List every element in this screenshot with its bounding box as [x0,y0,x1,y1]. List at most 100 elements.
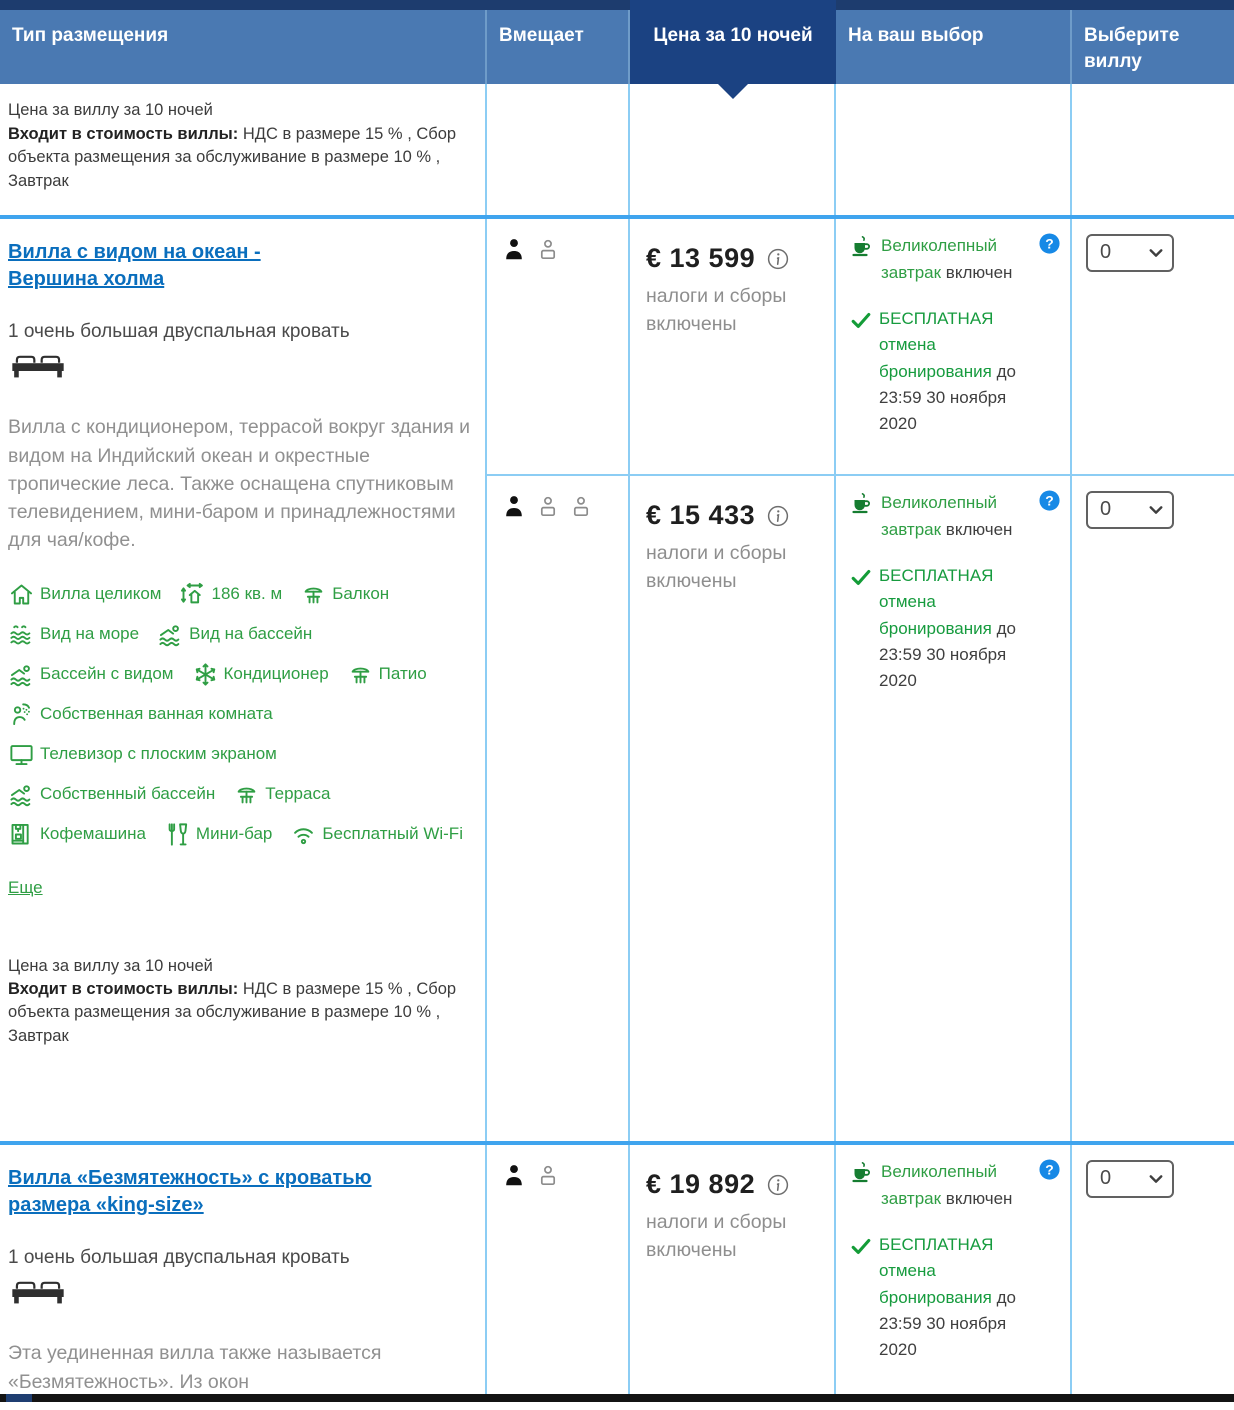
question-icon[interactable]: ? [1038,1158,1061,1181]
price-note-line1: Цена за виллу за 10 ночей [8,101,213,120]
amenity-item: Терраса [233,781,330,808]
pool-view-icon [8,661,35,688]
price-note-included-items: НДС в размере 15 % , Сбор объекта размещ… [8,124,457,190]
amenity-item: Вилла целиком [8,581,161,608]
amenity-label: Собственный бассейн [40,784,216,804]
price-value: € 19 892 [646,1169,756,1200]
question-icon[interactable]: ? [1038,489,1061,512]
amenity-item: Мини-бар [164,821,272,848]
child-icon [569,495,593,519]
tv-icon [8,741,35,768]
adult-icon [501,494,527,520]
header-accommodation-type: Тип размещения [0,10,487,85]
top-strip [0,0,1234,10]
price-note-included-label: Входит в стоимость виллы: [8,124,239,143]
coffee-cup-icon [850,235,874,259]
amenity-label: Бассейн с видом [40,664,174,684]
svg-text:?: ? [1045,1162,1053,1178]
terrace-icon [347,661,374,688]
amenity-item: Вид на море [8,621,139,648]
villa-2-description: Эта уединенная вилла также называется «Б… [8,1342,382,1393]
info-icon[interactable] [766,247,790,271]
amenity-item: Кондиционер [192,661,329,688]
amenity-label: Терраса [265,784,331,804]
amenity-label: Телевизор с плоским экраном [40,744,277,764]
header-your-choices: На ваш выбор [836,10,1072,85]
amenity-label: Патио [378,664,427,684]
info-icon[interactable] [766,504,790,528]
header-select-villa: Выберите виллу [1084,25,1180,72]
amenity-item: Вид на бассейн [157,621,312,648]
villa-1-option-2-choices-cell: ? Великолепный завтрак включен БЕСПЛАТНА… [836,474,1072,1142]
adult-icon [501,1163,527,1189]
villa-1-option-1-price-cell: € 13 599 налоги и сборы включены [630,219,836,475]
amenity-label: Вилла целиком [40,584,162,604]
amenity-label: Вид на море [40,624,140,644]
price-note: Цена за виллу за 10 ночей Входит в стоимо… [0,84,470,203]
svg-text:?: ? [1045,236,1053,252]
info-icon[interactable] [766,1173,790,1197]
header-sleeps: Вмещает [487,10,630,85]
price-note-cell: Цена за виллу за 10 ночей Входит в стоимо… [0,84,487,216]
quantity-select[interactable]: 0 [1086,234,1174,273]
bathroom-icon [8,701,35,728]
price-note-row: Цена за виллу за 10 ночей Входит в стоимо… [0,84,1234,220]
taxes-note: налоги и сборы включены [646,285,787,335]
breakfast-offer: Великолепный завтрак включен [850,1159,1060,1212]
occupancy [501,237,618,263]
amenity-item: Собственная ванная комната [8,701,273,728]
amenity-label: Кондиционер [223,664,329,684]
pool-view-icon [8,781,35,808]
taxes-note: налоги и сборы включены [646,542,787,592]
villa-1-description: Вилла с кондиционером, террасой вокруг з… [8,416,471,552]
adult-icon [501,237,527,263]
more-link[interactable]: Еще [8,877,43,897]
coffee-cup-icon [850,1161,874,1185]
villa-2-bed-text: 1 очень большая двуспальная кровать [8,1247,350,1269]
price-value: € 15 433 [646,500,756,531]
checkmark-icon [850,309,872,331]
amenity-label: Вид на бассейн [189,624,313,644]
amenity-item: Собственный бассейн [8,781,215,808]
villa-1-bed-text: 1 очень большая двуспальная кровать [8,321,350,343]
villa-1-price-note: Цена за виллу за 10 ночей Входит в стоимо… [8,956,457,1045]
amenity-label: Бесплатный Wi-Fi [322,824,463,844]
amenity-label: Балкон [332,584,390,604]
villa-1-option-2-price-cell: € 15 433 налоги и сборы включены [630,474,836,1142]
villa-2-title-link[interactable]: Вилла «Безмятежность» с кроватью размера… [8,1167,372,1217]
terrace-icon [300,581,327,608]
double-bed-icon [10,349,473,387]
villa-1-title-link[interactable]: Вилла с видом на океан - Вершина холма [8,241,261,291]
breakfast-offer: Великолепный завтрак включен [850,233,1060,286]
amenity-label: Мини-бар [195,824,273,844]
amenity-label: 186 кв. м [211,584,283,604]
villa-1-option-2-select-cell: 0 [1072,474,1234,1141]
villa-row-1: Вилла с видом на океан - Вершина холма 1… [0,219,1234,1142]
amenity-label: Собственная ванная комната [40,704,273,724]
villa-1-info-cell: Вилла с видом на океан - Вершина холма 1… [0,219,487,1142]
size-icon [179,581,206,608]
question-icon[interactable]: ? [1038,232,1061,255]
double-bed-icon [10,1275,473,1313]
villa-1-option-2-occupancy-cell [487,474,630,1142]
table-header: Тип размещения Вмещает Цена за 10 ночей … [0,0,1234,85]
bottom-bar [0,1394,1234,1403]
child-icon [536,238,560,262]
amenity-item: Бассейн с видом [8,661,174,688]
terrace-icon [233,781,260,808]
checkmark-icon [850,1235,872,1257]
quantity-select[interactable]: 0 [1086,491,1174,530]
breakfast-offer: Великолепный завтрак включен [850,490,1060,543]
house-icon [8,581,35,608]
header-price-10-nights: Цена за 10 ночей [630,0,836,85]
villa-2-option-1-occupancy-cell [487,1145,630,1395]
svg-text:?: ? [1045,493,1053,509]
minibar-icon [164,821,191,848]
free-cancellation-offer: БЕСПЛАТНАЯ отмена бронирования до 23:59 … [850,306,1060,438]
quantity-select[interactable]: 0 [1086,1160,1174,1199]
amenity-item: Телевизор с плоским экраном [8,741,277,768]
child-icon [536,1164,560,1188]
occupancy [501,494,618,520]
coffee-cup-icon [850,492,874,516]
pool-view-icon [157,621,184,648]
